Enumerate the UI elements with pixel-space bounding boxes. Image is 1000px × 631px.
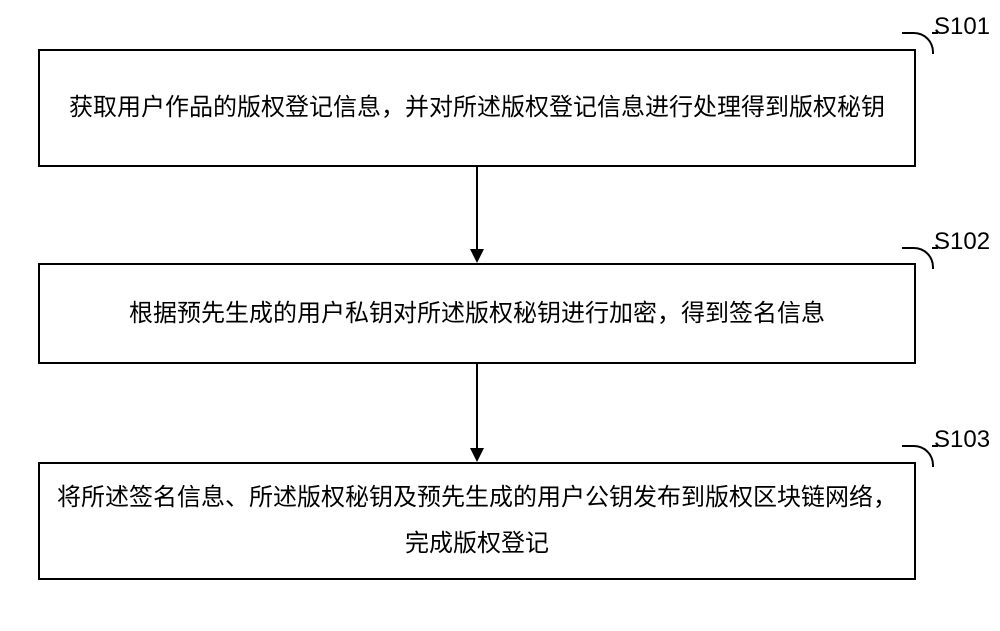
flow-step-text: 根据预先生成的用户私钥对所述版权秘钥进行加密，得到签名信息 bbox=[129, 291, 825, 337]
label-connector-tail bbox=[932, 445, 938, 447]
flowchart-canvas: 获取用户作品的版权登记信息，并对所述版权登记信息进行处理得到版权秘钥 S101 根据… bbox=[0, 0, 1000, 631]
flow-arrow-line bbox=[476, 364, 478, 448]
flow-step-label-s101: S101 bbox=[934, 13, 990, 41]
label-connector bbox=[902, 445, 934, 467]
label-connector-tail bbox=[932, 247, 938, 249]
label-connector bbox=[902, 247, 934, 269]
flow-arrow-head bbox=[470, 448, 484, 462]
label-connector bbox=[902, 32, 934, 54]
flow-step-label-s102: S102 bbox=[934, 228, 990, 256]
flow-arrow-line bbox=[476, 167, 478, 249]
flow-step-s102: 根据预先生成的用户私钥对所述版权秘钥进行加密，得到签名信息 bbox=[38, 263, 916, 364]
flow-step-s101: 获取用户作品的版权登记信息，并对所述版权登记信息进行处理得到版权秘钥 bbox=[38, 49, 916, 167]
flow-step-text: 将所述签名信息、所述版权秘钥及预先生成的用户公钥发布到版权区块链网络，完成版权登… bbox=[52, 475, 902, 566]
flow-step-text: 获取用户作品的版权登记信息，并对所述版权登记信息进行处理得到版权秘钥 bbox=[69, 85, 885, 131]
flow-step-label-s103: S103 bbox=[934, 426, 990, 454]
flow-arrow-head bbox=[470, 249, 484, 263]
flow-step-s103: 将所述签名信息、所述版权秘钥及预先生成的用户公钥发布到版权区块链网络，完成版权登… bbox=[38, 462, 916, 580]
label-connector-tail bbox=[932, 32, 938, 34]
